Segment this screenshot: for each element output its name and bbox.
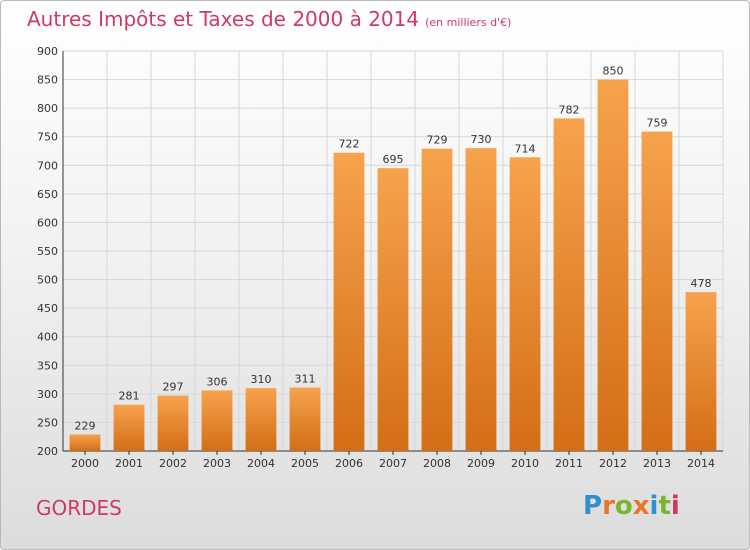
bar xyxy=(333,152,365,451)
y-tick-label: 700 xyxy=(37,159,58,172)
data-label: 310 xyxy=(251,373,272,386)
y-tick-label: 650 xyxy=(37,188,58,201)
data-label: 730 xyxy=(471,133,492,146)
data-label: 729 xyxy=(427,134,448,147)
bar xyxy=(685,292,717,451)
bar xyxy=(157,395,189,451)
x-tick-label: 2003 xyxy=(203,457,231,470)
bar xyxy=(201,390,233,451)
bar xyxy=(421,148,453,451)
chart-title: Autres Impôts et Taxes de 2000 à 2014 (en… xyxy=(27,7,511,31)
x-tick-label: 2012 xyxy=(599,457,627,470)
y-tick-label: 450 xyxy=(37,302,58,315)
bar xyxy=(113,404,145,451)
data-label: 311 xyxy=(295,373,316,386)
y-tick-label: 900 xyxy=(37,45,58,58)
place-name: GORDES xyxy=(36,496,122,520)
x-tick-label: 2000 xyxy=(71,457,99,470)
bar xyxy=(69,434,101,451)
y-tick-label: 850 xyxy=(37,74,58,87)
y-tick-label: 300 xyxy=(37,388,58,401)
data-label: 850 xyxy=(603,65,624,78)
proxiti-logo[interactable]: Proxiti xyxy=(583,491,680,521)
logo-letter: r xyxy=(602,491,615,521)
logo-letter: i xyxy=(649,491,659,521)
x-tick-label: 2014 xyxy=(687,457,715,470)
x-tick-label: 2005 xyxy=(291,457,319,470)
chart-unit-text: (en milliers d'€) xyxy=(425,16,512,29)
data-label: 297 xyxy=(163,381,184,394)
x-tick-label: 2009 xyxy=(467,457,495,470)
logo-letter: x xyxy=(632,491,650,521)
bar xyxy=(641,131,673,452)
x-tick-label: 2007 xyxy=(379,457,407,470)
data-label: 229 xyxy=(75,419,96,432)
bar xyxy=(289,387,321,451)
x-tick-label: 2002 xyxy=(159,457,187,470)
bars xyxy=(69,79,717,452)
y-tick-label: 400 xyxy=(37,331,58,344)
y-tick-label: 350 xyxy=(37,359,58,372)
labels: 200 250 300 350 400 450 500 550 600 650 700 750 800 8… xyxy=(37,45,715,470)
bar xyxy=(465,148,497,451)
data-label: 695 xyxy=(383,153,404,166)
logo-letter: P xyxy=(583,491,603,521)
logo-letter: i xyxy=(670,491,680,521)
logo-letter: t xyxy=(658,491,671,521)
x-tick-label: 2004 xyxy=(247,457,275,470)
y-tick-label: 200 xyxy=(37,445,58,458)
y-tick-label: 800 xyxy=(37,102,58,115)
y-tick-label: 550 xyxy=(37,245,58,258)
data-label: 306 xyxy=(207,375,228,388)
y-tick-label: 500 xyxy=(37,274,58,287)
data-label: 759 xyxy=(647,117,668,130)
y-tick-label: 750 xyxy=(37,131,58,144)
y-tick-label: 600 xyxy=(37,216,58,229)
bar xyxy=(597,79,629,452)
bar xyxy=(553,118,585,451)
x-tick-label: 2006 xyxy=(335,457,363,470)
data-label: 714 xyxy=(515,142,536,155)
data-label: 281 xyxy=(119,390,140,403)
data-label: 782 xyxy=(559,103,580,116)
x-tick-label: 2011 xyxy=(555,457,583,470)
x-tick-label: 2001 xyxy=(115,457,143,470)
bar xyxy=(245,388,277,451)
data-label: 722 xyxy=(339,138,360,151)
bar xyxy=(509,157,541,452)
chart-title-text: Autres Impôts et Taxes de 2000 à 2014 xyxy=(27,7,420,31)
x-tick-label: 2010 xyxy=(511,457,539,470)
x-tick-label: 2013 xyxy=(643,457,671,470)
x-tick-label: 2008 xyxy=(423,457,451,470)
bar xyxy=(377,168,409,451)
y-tick-label: 250 xyxy=(37,416,58,429)
data-label: 478 xyxy=(691,277,712,290)
logo-letter: o xyxy=(614,491,633,521)
